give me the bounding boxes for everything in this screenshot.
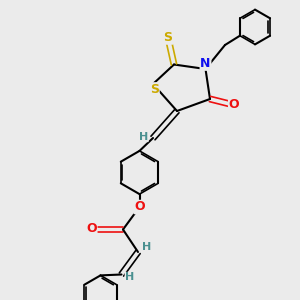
Text: H: H xyxy=(142,242,151,253)
Text: O: O xyxy=(134,200,145,214)
Text: H: H xyxy=(139,131,148,142)
Text: O: O xyxy=(229,98,239,112)
Text: H: H xyxy=(125,272,134,283)
Text: N: N xyxy=(200,57,211,70)
Text: O: O xyxy=(86,221,97,235)
Text: S: S xyxy=(164,31,172,44)
Text: S: S xyxy=(150,83,159,96)
